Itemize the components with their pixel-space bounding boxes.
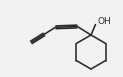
Text: OH: OH — [97, 17, 111, 26]
